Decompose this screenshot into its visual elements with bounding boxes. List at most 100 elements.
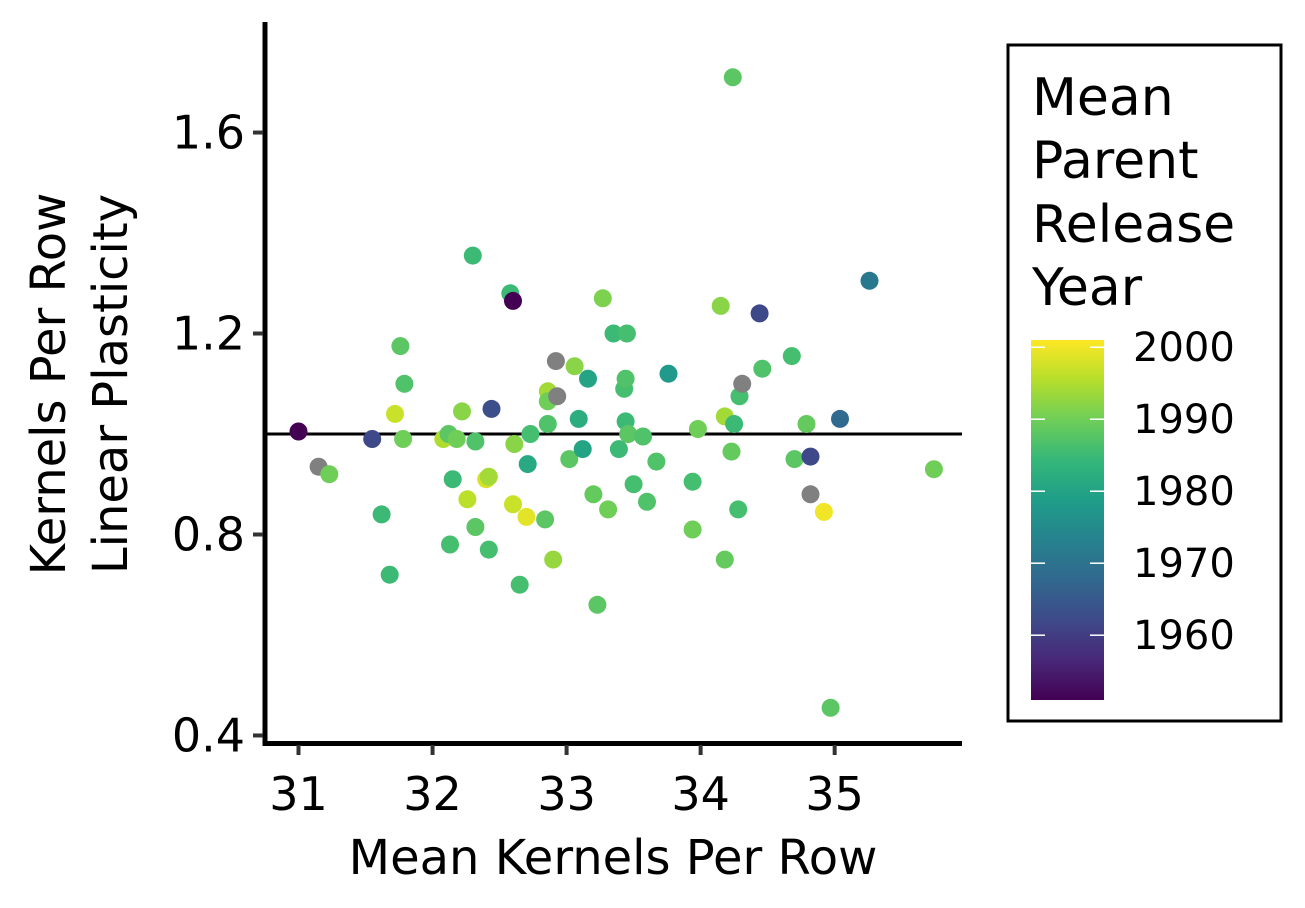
data-point-18 xyxy=(466,432,485,451)
data-point-39 xyxy=(560,450,579,469)
data-point-51 xyxy=(616,369,635,388)
data-point-83 xyxy=(924,460,943,479)
data-point-69 xyxy=(729,500,748,519)
data-point-63 xyxy=(711,296,730,315)
data-point-2 xyxy=(320,465,339,484)
legend-title-line-1: Mean xyxy=(1032,68,1174,128)
data-point-13 xyxy=(443,470,462,489)
x-tick-label-31: 31 xyxy=(269,767,328,821)
data-point-47 xyxy=(599,500,618,519)
legend-title-line-2: Parent xyxy=(1032,131,1198,191)
y-axis-title: Kernels Per Row Linear Plasticity xyxy=(21,193,139,576)
colorbar xyxy=(1031,340,1104,700)
data-point-25 xyxy=(504,291,522,310)
data-point-7 xyxy=(391,337,410,356)
y-axis-title-line-2: Linear Plasticity xyxy=(83,194,139,574)
data-point-38 xyxy=(548,387,567,406)
data-point-68 xyxy=(725,415,744,433)
data-point-55 xyxy=(624,475,643,494)
colorbar-ticks: 2000 1990 1980 1970 1960 xyxy=(1031,325,1235,659)
data-point-58 xyxy=(647,452,666,471)
x-axis-title: Mean Kernels Per Row xyxy=(349,830,878,886)
y-axis-title-line-1: Kernels Per Row xyxy=(21,193,77,576)
data-point-27 xyxy=(505,435,524,453)
data-point-3 xyxy=(363,430,382,448)
data-point-23 xyxy=(482,399,501,418)
data-point-78 xyxy=(801,485,820,504)
data-point-73 xyxy=(753,359,772,378)
data-point-12 xyxy=(441,535,459,554)
data-point-45 xyxy=(588,595,607,614)
data-point-56 xyxy=(634,427,652,446)
data-point-59 xyxy=(659,364,678,383)
y-tick-label-3: 1.6 xyxy=(172,106,245,160)
data-point-36 xyxy=(544,550,563,569)
data-point-72 xyxy=(750,304,769,323)
legend-label-2000: 2000 xyxy=(1133,325,1235,371)
data-point-8 xyxy=(394,430,413,448)
data-point-5 xyxy=(380,565,399,584)
data-point-66 xyxy=(722,442,741,461)
data-point-81 xyxy=(831,409,849,428)
data-point-77 xyxy=(801,447,820,466)
y-tick-label-1: 0.8 xyxy=(172,507,245,561)
data-point-57 xyxy=(638,492,656,511)
data-point-22 xyxy=(479,540,498,559)
data-point-76 xyxy=(797,415,816,433)
data-point-14 xyxy=(447,430,466,448)
data-point-0 xyxy=(289,422,308,441)
x-tick-label-32: 32 xyxy=(403,767,462,821)
data-point-54 xyxy=(619,425,638,443)
data-point-28 xyxy=(510,575,529,594)
data-point-60 xyxy=(683,472,702,491)
data-point-15 xyxy=(453,402,471,421)
data-point-67 xyxy=(723,68,742,87)
data-point-35 xyxy=(538,415,557,433)
legend-label-1970: 1970 xyxy=(1133,541,1235,587)
legend-label-1980: 1980 xyxy=(1133,469,1235,515)
data-point-46 xyxy=(593,289,612,308)
legend-title-line-4: Year xyxy=(1031,258,1143,318)
data-point-26 xyxy=(504,495,522,514)
data-point-17 xyxy=(463,246,482,265)
data-point-31 xyxy=(521,425,540,443)
data-point-30 xyxy=(518,455,537,474)
data-point-71 xyxy=(733,374,752,393)
legend: Mean Parent Release Year 2000 1990 1980 197… xyxy=(1006,43,1283,723)
x-axis-ticks: 31 32 33 34 35 xyxy=(269,745,864,821)
data-point-32 xyxy=(536,510,555,529)
y-tick-label-2: 1.2 xyxy=(172,307,245,361)
plot-area: 31 32 33 34 35 0.4 0.8 1.2 1.6 xyxy=(172,22,962,821)
data-point-62 xyxy=(688,420,707,438)
data-point-61 xyxy=(683,520,702,539)
data-point-4 xyxy=(372,505,391,524)
data-point-79 xyxy=(814,502,833,521)
data-point-40 xyxy=(565,357,584,376)
data-point-53 xyxy=(617,324,636,343)
data-point-75 xyxy=(785,450,804,469)
data-point-43 xyxy=(579,369,597,388)
data-point-29 xyxy=(517,507,536,526)
data-point-74 xyxy=(782,347,801,366)
data-point-19 xyxy=(466,518,485,536)
legend-label-1990: 1990 xyxy=(1133,397,1235,443)
x-tick-label-34: 34 xyxy=(671,767,730,821)
data-point-80 xyxy=(821,698,840,717)
data-point-9 xyxy=(395,374,414,393)
data-point-21 xyxy=(479,467,498,486)
data-point-82 xyxy=(860,271,879,290)
data-point-65 xyxy=(715,550,734,569)
data-point-42 xyxy=(573,440,592,459)
data-point-49 xyxy=(609,440,628,459)
legend-title-line-3: Release xyxy=(1032,195,1235,255)
data-points xyxy=(289,68,943,717)
y-axis-ticks: 0.4 0.8 1.2 1.6 xyxy=(172,106,263,762)
legend-label-1960: 1960 xyxy=(1133,613,1235,659)
data-point-44 xyxy=(584,485,603,504)
data-point-41 xyxy=(569,409,588,428)
data-point-16 xyxy=(458,490,477,509)
data-point-37 xyxy=(546,352,565,371)
y-tick-label-0: 0.4 xyxy=(172,708,245,762)
x-tick-label-33: 33 xyxy=(537,767,596,821)
